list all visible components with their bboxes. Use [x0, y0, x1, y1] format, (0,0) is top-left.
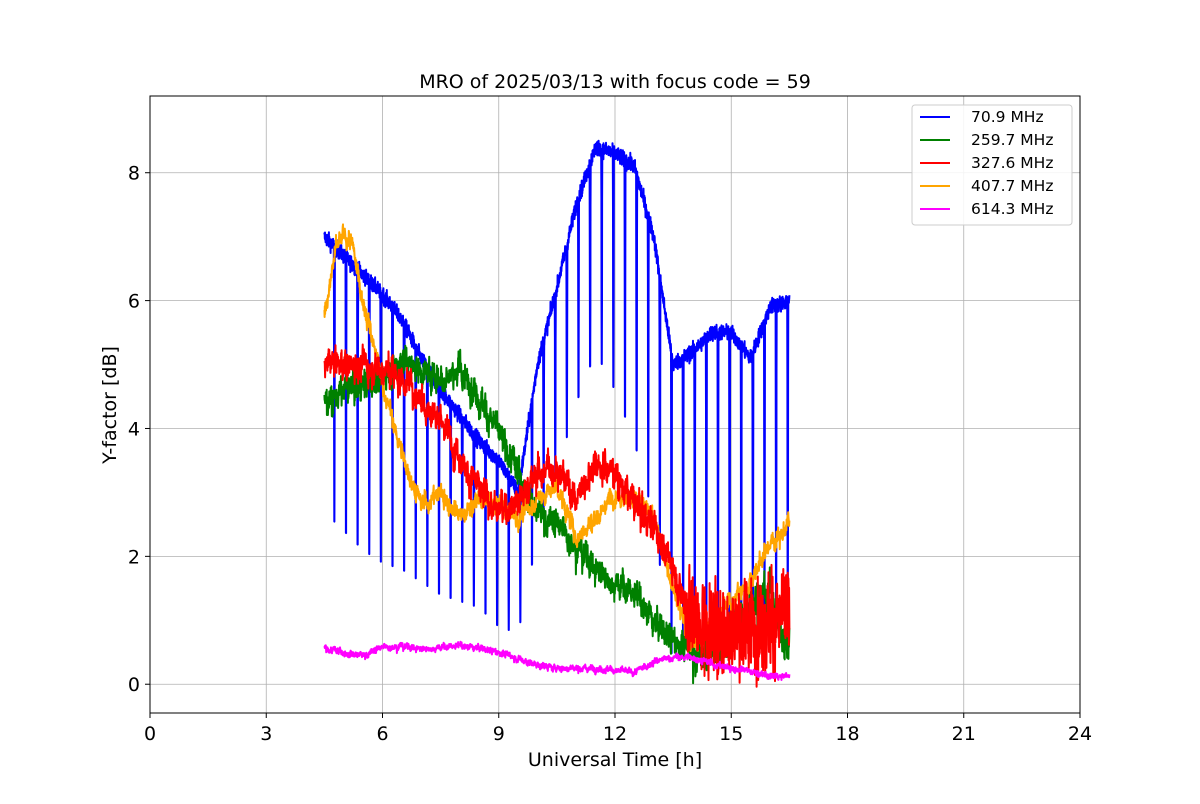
- x-tick-label: 6: [376, 723, 388, 745]
- series-line: [323, 640, 791, 681]
- y-tick-label: 6: [128, 291, 140, 313]
- series-layer: [323, 139, 791, 688]
- y-tick-label: 4: [128, 418, 140, 440]
- x-tick-label: 24: [1068, 723, 1092, 745]
- x-tick-label: 9: [493, 723, 505, 745]
- y-axis-label: Y-factor [dB]: [99, 346, 121, 465]
- y-tick-label: 0: [128, 674, 140, 696]
- y-tick-label: 8: [128, 163, 140, 185]
- legend-label: 327.6 MHz: [971, 154, 1053, 172]
- x-tick-label: 3: [260, 723, 272, 745]
- legend: 70.9 MHz 259.7 MHz 327.6 MHz 407.7 MHz 614.3…: [911, 104, 1073, 226]
- legend-label: 70.9 MHz: [971, 108, 1044, 126]
- y-tick-label: 2: [128, 546, 140, 568]
- x-tick-label: 0: [144, 723, 156, 745]
- legend-label: 259.7 MHz: [971, 131, 1053, 149]
- x-tick-label: 18: [835, 723, 859, 745]
- legend-box: [911, 104, 1073, 226]
- chart-title: MRO of 2025/03/13 with focus code = 59: [419, 71, 811, 93]
- series-line: [323, 139, 791, 657]
- series-line: [323, 343, 791, 688]
- legend-label: 614.3 MHz: [971, 200, 1053, 218]
- x-axis-label: Universal Time [h]: [528, 749, 702, 771]
- x-tick-label: 12: [603, 723, 627, 745]
- x-tick-label: 15: [719, 723, 743, 745]
- series-line: [323, 344, 791, 685]
- legend-label: 407.7 MHz: [971, 177, 1053, 195]
- x-tick-label: 21: [952, 723, 976, 745]
